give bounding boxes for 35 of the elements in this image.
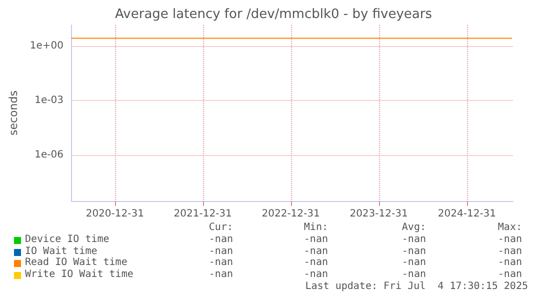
x-tick-label: 2021-12-31: [174, 208, 232, 220]
y-axis-title: seconds: [7, 90, 20, 136]
y-tick-label: 1e+00: [30, 40, 64, 52]
text: -nan: [304, 234, 328, 245]
text: Cur:: [208, 222, 233, 233]
text: -nan: [498, 257, 522, 268]
text: -nan: [498, 269, 522, 280]
x-tick-label: 2023-12-31: [350, 208, 408, 220]
text: -nan: [402, 269, 426, 280]
legend-label: IO Wait time: [25, 246, 98, 257]
chart-title: Average latency for /dev/mmcblk0 - by fiveyears: [115, 7, 432, 22]
y-tick-label: 1e-03: [34, 94, 64, 106]
text: -nan: [208, 246, 233, 257]
x-tick-label: 2020-12-31: [86, 208, 144, 220]
text: Last update: Fri Jul 4 17:30:15 2025: [305, 281, 528, 292]
text: -nan: [208, 234, 233, 245]
text: -nan: [402, 257, 426, 268]
text: -nan: [208, 257, 233, 268]
legend-label: Read IO Wait time: [25, 257, 128, 268]
text: Min:: [304, 222, 328, 233]
x-tick-label: 2024-12-31: [438, 208, 496, 220]
y-tick-label: 1e-06: [34, 150, 64, 161]
text: Avg:: [402, 222, 426, 233]
x-tick-label: 2022-12-31: [262, 208, 320, 220]
text: -nan: [208, 269, 233, 280]
text: -nan: [498, 246, 522, 257]
text: -nan: [402, 234, 426, 245]
text: -nan: [498, 234, 522, 245]
text: -nan: [402, 246, 426, 257]
legend-label: Write IO Wait time: [25, 269, 134, 280]
text: -nan: [304, 246, 328, 257]
text: Max:: [498, 222, 522, 233]
legend-label: Device IO time: [25, 234, 110, 245]
text: -nan: [304, 257, 328, 268]
text: -nan: [304, 269, 328, 280]
